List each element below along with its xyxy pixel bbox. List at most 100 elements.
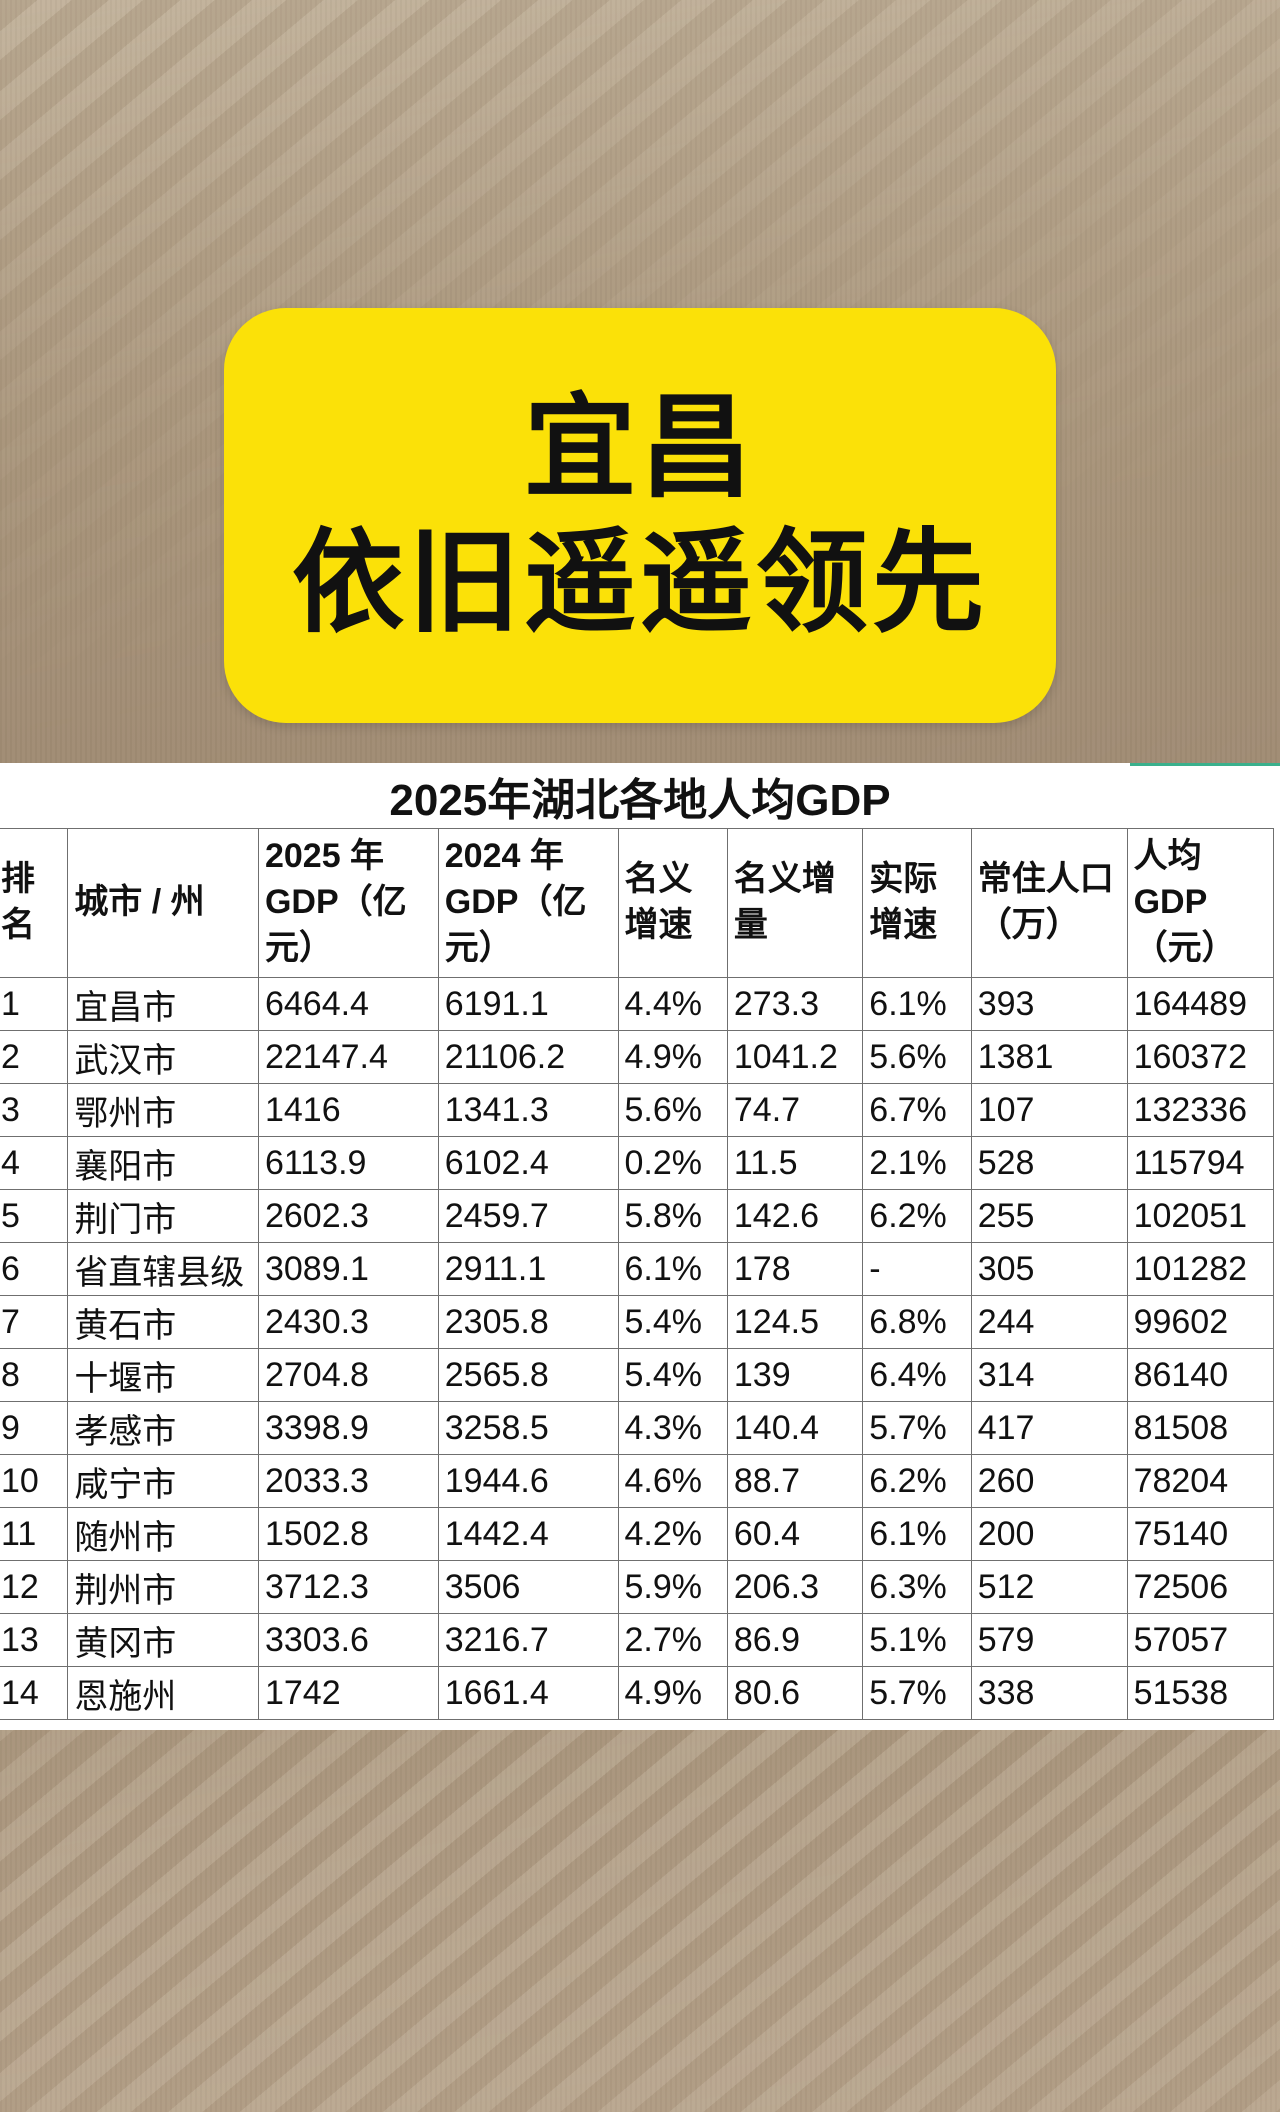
table-cell: 255 bbox=[970, 1189, 1128, 1243]
table-cell: 3 bbox=[0, 1083, 69, 1137]
table-cell: 142.6 bbox=[726, 1189, 864, 1243]
table-cell: 305 bbox=[970, 1242, 1128, 1296]
table-cell: 200 bbox=[970, 1507, 1128, 1561]
table-cell: 10 bbox=[0, 1454, 69, 1508]
table-cell: 528 bbox=[970, 1136, 1128, 1190]
table-cell: 荆州市 bbox=[67, 1560, 259, 1614]
table-accent-line bbox=[1130, 763, 1280, 766]
table-cell: 260 bbox=[970, 1454, 1128, 1508]
table-cell: 十堰市 bbox=[67, 1348, 259, 1402]
table-cell: 1661.4 bbox=[437, 1666, 619, 1720]
table-row: 3 鄂州市 1416 1341.3 5.6% 74.7 6.7% 107 132336 bbox=[0, 1083, 1275, 1137]
table-cell: 3398.9 bbox=[257, 1401, 439, 1455]
column-header-7-line-0: 常住人口 bbox=[977, 860, 1114, 899]
table-cell: 512 bbox=[970, 1560, 1128, 1614]
table-cell: 4 bbox=[0, 1136, 69, 1190]
table-cell: 75140 bbox=[1126, 1507, 1275, 1561]
table-cell: 99602 bbox=[1126, 1295, 1275, 1349]
table-row: 8 十堰市 2704.8 2565.8 5.4% 139 6.4% 314 86140 bbox=[0, 1348, 1275, 1402]
column-header-3-line-0: 2024 年 bbox=[444, 837, 564, 876]
background-bottom bbox=[0, 1730, 1280, 2112]
table-cell: 1502.8 bbox=[257, 1507, 439, 1561]
table-cell: 3258.5 bbox=[437, 1401, 619, 1455]
table-cell: 3303.6 bbox=[257, 1613, 439, 1667]
table-cell: 宜昌市 bbox=[67, 977, 259, 1031]
table-cell: 5.6% bbox=[862, 1030, 972, 1084]
table-cell: 0.2% bbox=[617, 1136, 728, 1190]
table-cell: 124.5 bbox=[726, 1295, 864, 1349]
table-body: 1 宜昌市 6464.4 6191.1 4.4% 273.3 6.1% 393 164489 2 武… bbox=[0, 977, 1275, 1720]
table-cell: 86.9 bbox=[726, 1613, 864, 1667]
table-row: 12 荆州市 3712.3 3506 5.9% 206.3 6.3% 512 72506 bbox=[0, 1560, 1275, 1614]
table-cell: 14 bbox=[0, 1666, 69, 1720]
table-panel: 2025年湖北各地人均GDP 排名城市 / 州 2025 年 GDP（亿 元） 2024… bbox=[0, 763, 1280, 1730]
column-header-5-line-0: 名义增 bbox=[733, 860, 836, 899]
table-cell: 荆门市 bbox=[67, 1189, 259, 1243]
table-cell: 13 bbox=[0, 1613, 69, 1667]
table-cell: 4.9% bbox=[617, 1666, 728, 1720]
table-cell: 206.3 bbox=[726, 1560, 864, 1614]
table-cell: 22147.4 bbox=[257, 1030, 439, 1084]
table-cell: 164489 bbox=[1126, 977, 1275, 1031]
table-cell: 11.5 bbox=[726, 1136, 864, 1190]
table-cell: 2 bbox=[0, 1030, 69, 1084]
table-cell: 1 bbox=[0, 977, 69, 1031]
table-cell: 115794 bbox=[1126, 1136, 1275, 1190]
table-cell: 273.3 bbox=[726, 977, 864, 1031]
table-cell: 4.2% bbox=[617, 1507, 728, 1561]
table-cell: 107 bbox=[970, 1083, 1128, 1137]
headline-line-2: 依旧遥遥领先 bbox=[292, 516, 988, 648]
table-cell: 5.6% bbox=[617, 1083, 728, 1137]
table-cell: 2565.8 bbox=[437, 1348, 619, 1402]
table-cell: 72506 bbox=[1126, 1560, 1275, 1614]
table-cell: 2.1% bbox=[862, 1136, 972, 1190]
table-row: 14 恩施州 1742 1661.4 4.9% 80.6 5.7% 338 51538 bbox=[0, 1666, 1275, 1720]
column-header-2-line-0: 2025 年 bbox=[264, 837, 385, 876]
table-row: 6 省直辖县级 3089.1 2911.1 6.1% 178-305 101282 bbox=[0, 1242, 1275, 1296]
table-cell: 5.9% bbox=[617, 1560, 728, 1614]
headline-line-1: 宜昌 bbox=[524, 381, 756, 513]
table-row: 11 随州市 1502.8 1442.4 4.2% 60.4 6.1% 200 75140 bbox=[0, 1507, 1275, 1561]
table-cell: 鄂州市 bbox=[67, 1083, 259, 1137]
table-cell: 1381 bbox=[970, 1030, 1128, 1084]
table-cell: 244 bbox=[970, 1295, 1128, 1349]
table-cell: 5.4% bbox=[617, 1348, 728, 1402]
table-cell: 6.1% bbox=[617, 1242, 728, 1296]
table-cell: 恩施州 bbox=[67, 1666, 259, 1720]
table-cell: 6.1% bbox=[862, 1507, 972, 1561]
table-cell: 3506 bbox=[437, 1560, 619, 1614]
column-header-7-line-1: （万） bbox=[977, 906, 1080, 944]
table-cell: 5.7% bbox=[862, 1401, 972, 1455]
table-cell: 黄石市 bbox=[67, 1295, 259, 1349]
column-header-6-line-0: 实际 bbox=[869, 860, 938, 899]
table-cell: 4.4% bbox=[617, 977, 728, 1031]
column-header-2-line-1: GDP（亿 bbox=[264, 883, 407, 922]
column-header-6-line-1: 增速 bbox=[869, 906, 938, 944]
column-header-3: 2024 年 GDP（亿 元） bbox=[437, 828, 619, 978]
table-cell: 6.4% bbox=[862, 1348, 972, 1402]
column-header-4-line-0: 名义 bbox=[624, 860, 693, 899]
table-row: 7 黄石市 2430.3 2305.8 5.4% 124.5 6.8% 244 99602 bbox=[0, 1295, 1275, 1349]
table-cell: 黄冈市 bbox=[67, 1613, 259, 1667]
table-cell: 4.3% bbox=[617, 1401, 728, 1455]
table-cell: 4.9% bbox=[617, 1030, 728, 1084]
table-cell: 6464.4 bbox=[257, 977, 439, 1031]
table-cell: 孝感市 bbox=[67, 1401, 259, 1455]
table-cell: 132336 bbox=[1126, 1083, 1275, 1137]
column-header-5: 名义增量 bbox=[726, 828, 864, 978]
table-row: 10 咸宁市 2033.3 1944.6 4.6% 88.7 6.2% 260 78204 bbox=[0, 1454, 1275, 1508]
column-header-8-line-0: 人均 bbox=[1133, 837, 1202, 876]
table-title: 2025年湖北各地人均GDP bbox=[389, 775, 891, 825]
table-cell: 咸宁市 bbox=[67, 1454, 259, 1508]
table-cell: 8 bbox=[0, 1348, 69, 1402]
table-cell: 5.1% bbox=[862, 1613, 972, 1667]
table-cell: 78204 bbox=[1126, 1454, 1275, 1508]
table-cell: 139 bbox=[726, 1348, 864, 1402]
table-cell: 314 bbox=[970, 1348, 1128, 1402]
table-cell: 80.6 bbox=[726, 1666, 864, 1720]
column-header-8-line-2: （元） bbox=[1133, 928, 1236, 967]
table-cell: 11 bbox=[0, 1507, 69, 1561]
table-row: 9 孝感市 3398.9 3258.5 4.3% 140.4 5.7% 417 81508 bbox=[0, 1401, 1275, 1455]
table-cell: 86140 bbox=[1126, 1348, 1275, 1402]
table-cell: 3712.3 bbox=[257, 1560, 439, 1614]
